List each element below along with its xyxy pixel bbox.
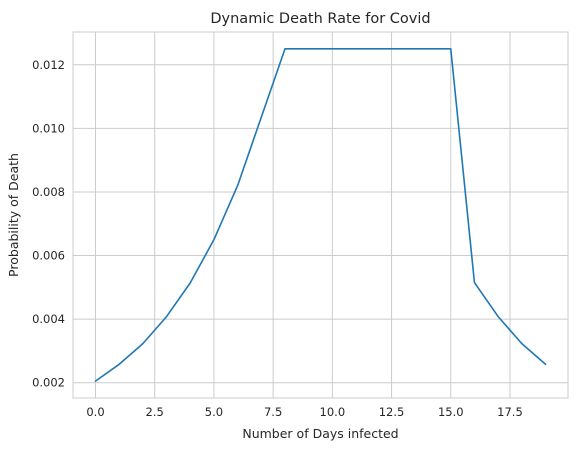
series-line <box>94 48 547 382</box>
y-tick-label: 0.010 <box>32 121 65 135</box>
x-tick-label: 17.5 <box>497 405 523 419</box>
x-tick-label: 10.0 <box>320 405 346 419</box>
x-tick-label: 7.5 <box>264 405 282 419</box>
x-tick-label: 2.5 <box>146 405 164 419</box>
y-tick-label: 0.012 <box>32 58 65 72</box>
y-tick-labels: 0.002 0.004 0.006 0.008 0.010 0.012 <box>32 58 65 390</box>
x-tick-label: 0.0 <box>86 405 104 419</box>
x-tick-labels: 0.0 2.5 5.0 7.5 10.0 12.5 15.0 17.5 <box>86 405 522 419</box>
plot-frame <box>72 31 569 399</box>
chart-title: Dynamic Death Rate for Covid <box>210 11 430 27</box>
y-axis-label: Probability of Death <box>6 153 21 277</box>
x-tick-label: 15.0 <box>438 405 464 419</box>
y-tick-label: 0.002 <box>32 376 65 390</box>
y-tick-label: 0.006 <box>32 249 65 263</box>
x-axis-label: Number of Days infected <box>242 426 398 441</box>
x-tick-label: 12.5 <box>379 405 405 419</box>
y-tick-label: 0.004 <box>32 312 65 326</box>
series-layer <box>94 48 547 382</box>
x-tick-label: 5.0 <box>205 405 223 419</box>
grid <box>73 32 568 398</box>
y-tick-label: 0.008 <box>32 185 65 199</box>
